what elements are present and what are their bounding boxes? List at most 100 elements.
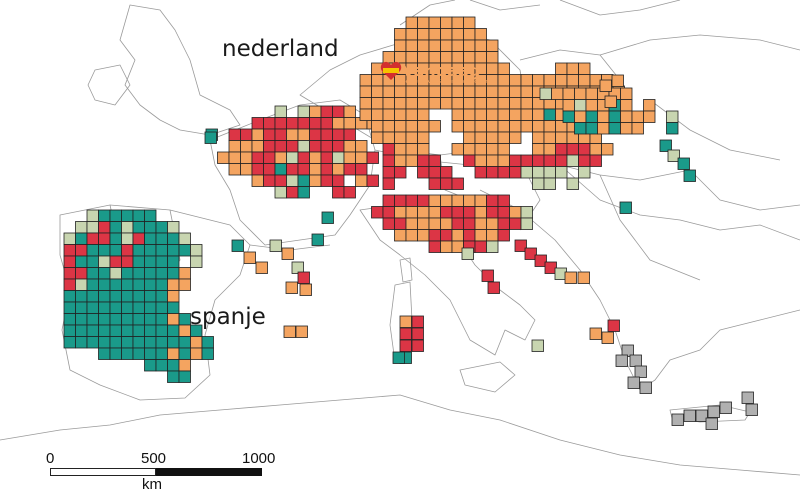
- grid-cell: [75, 278, 88, 291]
- grid-cell: [98, 336, 111, 349]
- grid-cell: [366, 174, 379, 187]
- grid-cell: [155, 324, 168, 337]
- grid-cell: [144, 209, 157, 222]
- grid-cell: [474, 206, 487, 219]
- grid-cell: [144, 290, 157, 303]
- grid-cell: [121, 255, 134, 268]
- grid-cell: [440, 85, 453, 98]
- grid-cell: [178, 370, 191, 383]
- grid-cell: [509, 108, 522, 121]
- grid-cell: [394, 194, 407, 207]
- grid-cell: [167, 267, 180, 280]
- grid-cell: [75, 221, 88, 234]
- grid-cell: [683, 169, 696, 182]
- grid-cell: [190, 255, 203, 268]
- grid-cell: [297, 163, 310, 176]
- grid-cell: [463, 108, 476, 121]
- grid-cell: [578, 62, 591, 75]
- grid-cell: [86, 301, 99, 314]
- grid-cell: [109, 347, 122, 360]
- label-spain: spanje: [190, 304, 266, 330]
- grid-cell: [355, 151, 368, 164]
- grid-cell: [497, 206, 510, 219]
- grid-cell: [405, 39, 418, 52]
- grid-cell: [286, 186, 299, 199]
- grid-cell: [309, 105, 322, 118]
- grid-cell: [520, 97, 533, 110]
- scale-tick-1000: 1000: [242, 450, 276, 467]
- grid-cell: [497, 85, 510, 98]
- grid-cell: [263, 128, 276, 141]
- grid-cell: [132, 232, 145, 245]
- grid-cell: [514, 239, 527, 252]
- grid-cell: [405, 206, 418, 219]
- grid-cell: [132, 244, 145, 257]
- grid-cell: [666, 122, 679, 135]
- grid-cell: [463, 97, 476, 110]
- grid-cell: [144, 313, 157, 326]
- grid-cell: [343, 140, 356, 153]
- grid-cell: [417, 166, 430, 179]
- grid-cell: [417, 108, 430, 121]
- grid-cell: [297, 174, 310, 187]
- grid-cell: [520, 166, 533, 179]
- grid-cell: [251, 151, 264, 164]
- grid-cell: [394, 108, 407, 121]
- grid-cell: [144, 267, 157, 280]
- grid-cell: [417, 217, 430, 230]
- grid-cell: [601, 143, 614, 156]
- grid-cell: [332, 174, 345, 187]
- grid-cell: [405, 97, 418, 110]
- grid-cell: [497, 229, 510, 242]
- grid-cell: [532, 177, 545, 190]
- grid-cell: [474, 143, 487, 156]
- grid-cell: [543, 108, 556, 121]
- grid-cell: [405, 154, 418, 167]
- grid-cell: [463, 143, 476, 156]
- grid-cell: [695, 409, 708, 422]
- grid-cell: [520, 154, 533, 167]
- grid-cell: [405, 28, 418, 41]
- grid-cell: [320, 128, 333, 141]
- grid-cell: [497, 108, 510, 121]
- grid-cell: [144, 232, 157, 245]
- grid-cell: [240, 163, 253, 176]
- grid-cell: [251, 174, 264, 187]
- grid-cell: [98, 267, 111, 280]
- grid-cell: [155, 267, 168, 280]
- grid-cell: [286, 163, 299, 176]
- scale-bar: 0 500 1000 km: [46, 450, 300, 493]
- grid-cell: [109, 278, 122, 291]
- grid-cell: [474, 108, 487, 121]
- grid-cell: [121, 278, 134, 291]
- grid-cell: [677, 157, 690, 170]
- grid-cell: [589, 143, 602, 156]
- grid-cell: [531, 339, 544, 352]
- grid-cell: [343, 186, 356, 199]
- grid-cell: [405, 217, 418, 230]
- grid-cell: [178, 347, 191, 360]
- grid-cell: [428, 85, 441, 98]
- grid-cell: [274, 163, 287, 176]
- grid-cell: [543, 166, 556, 179]
- grid-cell: [394, 97, 407, 110]
- grid-cell: [555, 154, 568, 167]
- grid-cell: [155, 301, 168, 314]
- grid-cell: [578, 74, 591, 87]
- grid-cell: [309, 151, 322, 164]
- grid-cell: [620, 122, 633, 135]
- grid-cell: [167, 278, 180, 291]
- grid-cell: [86, 336, 99, 349]
- grid-cell: [144, 347, 157, 360]
- grid-cell: [463, 229, 476, 242]
- grid-cell: [440, 28, 453, 41]
- logo-tagline: Het nieuws van Spanje in het Nederlands: [402, 79, 494, 85]
- grid-cell: [75, 244, 88, 257]
- grid-cell: [167, 313, 180, 326]
- grid-cell: [405, 85, 418, 98]
- logo-word: Vandaag: [402, 61, 481, 80]
- grid-cell: [121, 347, 134, 360]
- grid-cell: [228, 140, 241, 153]
- grid-cell: [297, 151, 310, 164]
- grid-cell: [75, 301, 88, 314]
